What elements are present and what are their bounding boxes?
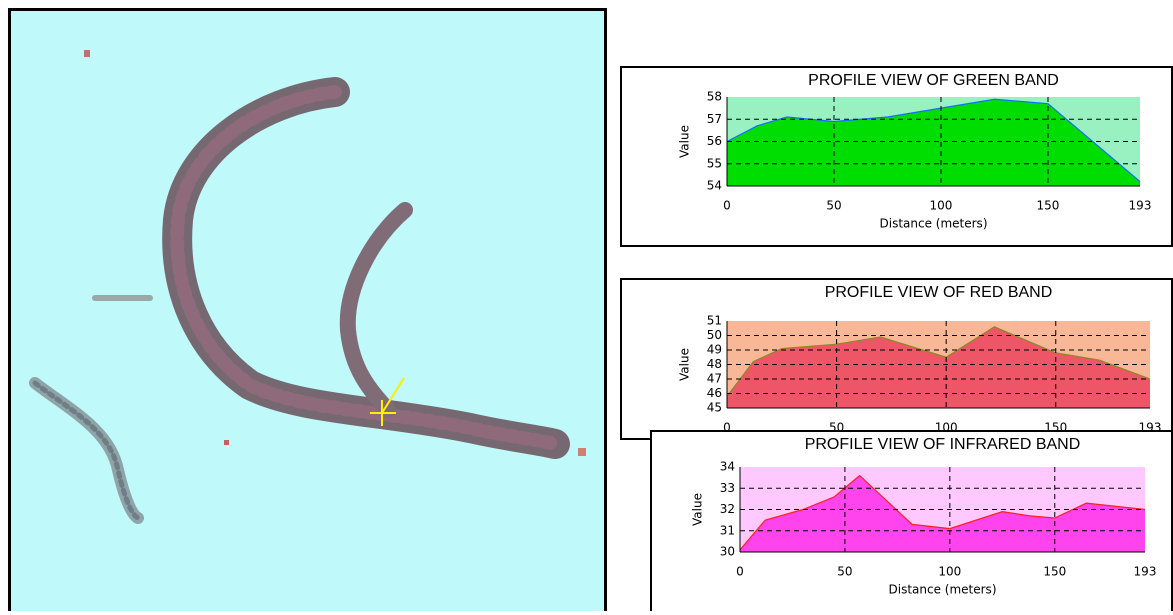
x-tick-label: 50 bbox=[826, 199, 841, 213]
y-axis-label: Value bbox=[678, 125, 692, 158]
x-tick-label: 150 bbox=[1043, 565, 1066, 579]
x-tick-label: 50 bbox=[837, 565, 852, 579]
y-tick-label: 50 bbox=[707, 328, 722, 342]
x-tick-label: 193 bbox=[1129, 199, 1152, 213]
pixel bbox=[84, 50, 90, 57]
x-tick-label: 0 bbox=[723, 199, 731, 213]
y-axis-label: Value bbox=[678, 348, 692, 381]
y-tick-label: 31 bbox=[720, 523, 735, 537]
y-tick-label: 56 bbox=[707, 134, 722, 148]
y-tick-label: 55 bbox=[707, 156, 722, 170]
x-tick-label: 0 bbox=[736, 565, 744, 579]
y-tick-label: 33 bbox=[720, 481, 735, 495]
y-tick-label: 49 bbox=[707, 343, 722, 357]
y-tick-label: 34 bbox=[720, 460, 735, 474]
x-axis-label: Distance (meters) bbox=[880, 217, 988, 231]
x-tick-label: 193 bbox=[1134, 565, 1157, 579]
x-tick-label: 100 bbox=[938, 565, 961, 579]
profile-chart: PROFILE VIEW OF INFRARED BAND 30 31 32 33 34 0… bbox=[651, 431, 1172, 611]
x-tick-label: 100 bbox=[930, 199, 953, 213]
chart-title: PROFILE VIEW OF INFRARED BAND bbox=[805, 436, 1081, 453]
y-tick-label: 51 bbox=[707, 314, 722, 328]
y-tick-label: 57 bbox=[707, 112, 722, 126]
y-tick-label: 46 bbox=[707, 386, 722, 400]
x-tick-label: 150 bbox=[1037, 199, 1060, 213]
chart-title: PROFILE VIEW OF RED BAND bbox=[825, 284, 1053, 301]
y-tick-label: 54 bbox=[707, 179, 722, 193]
screen: PROFILE VIEW OF GREEN BAND 54 55 56 57 58 0 50 1… bbox=[0, 0, 1173, 611]
y-tick-label: 58 bbox=[707, 90, 722, 104]
x-axis-label: Distance (meters) bbox=[889, 583, 997, 597]
y-tick-label: 45 bbox=[707, 401, 722, 415]
pixel bbox=[578, 448, 586, 456]
y-axis-label: Value bbox=[691, 493, 705, 526]
pixel bbox=[224, 440, 229, 445]
chart-title: PROFILE VIEW OF GREEN BAND bbox=[808, 72, 1059, 89]
profile-chart: PROFILE VIEW OF GREEN BAND 54 55 56 57 58 0 50 1… bbox=[621, 67, 1172, 246]
y-tick-label: 48 bbox=[707, 357, 722, 371]
y-tick-label: 47 bbox=[707, 372, 722, 386]
y-tick-label: 30 bbox=[720, 545, 735, 559]
image-panel bbox=[10, 10, 606, 612]
y-tick-label: 32 bbox=[720, 502, 735, 516]
